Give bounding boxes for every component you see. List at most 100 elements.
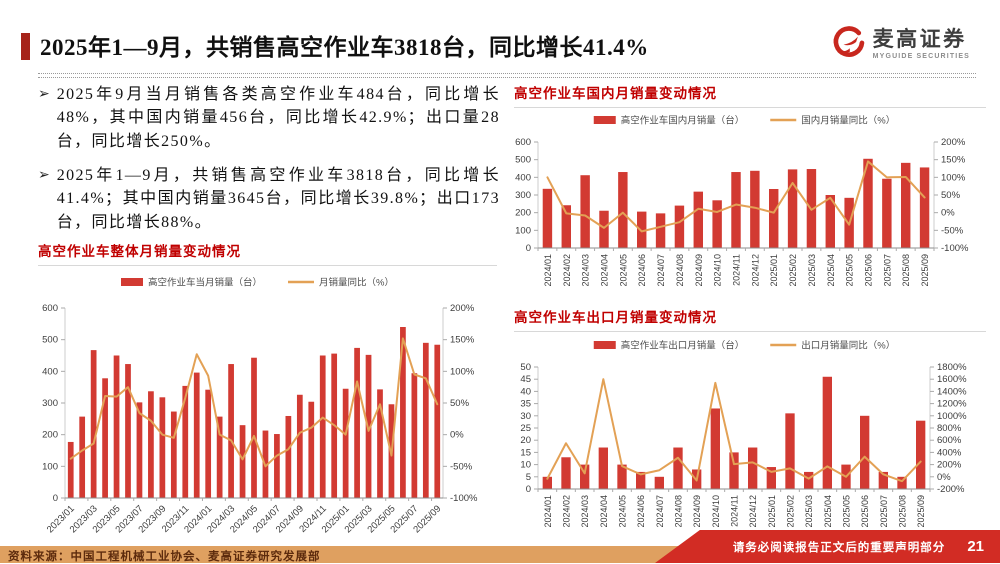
- svg-text:1400%: 1400%: [937, 386, 967, 397]
- svg-text:0%: 0%: [450, 430, 464, 441]
- svg-text:2025/05: 2025/05: [845, 254, 855, 287]
- bullet-item: ➢ 2025年9月当月销售各类高空作业车484台，同比增长48%，其中国内销量4…: [38, 83, 500, 153]
- source-note: 资料来源：中国工程机械工业协会、麦高证券研究发展部: [8, 551, 321, 563]
- title-accent-bar: [21, 33, 30, 60]
- svg-text:1000%: 1000%: [937, 411, 967, 422]
- disclaimer-text: 请务必阅读报告正文后的重要声明部分: [732, 541, 946, 554]
- svg-text:45: 45: [520, 374, 531, 385]
- svg-text:35: 35: [520, 399, 531, 410]
- svg-text:2025/07: 2025/07: [882, 254, 892, 287]
- svg-text:2025/03: 2025/03: [804, 495, 814, 528]
- svg-text:50%: 50%: [941, 190, 961, 201]
- svg-text:2024/05: 2024/05: [618, 495, 628, 528]
- svg-text:10: 10: [520, 460, 531, 471]
- svg-text:2024/11: 2024/11: [732, 254, 742, 286]
- svg-text:200: 200: [515, 208, 531, 219]
- svg-text:200%: 200%: [941, 137, 966, 148]
- svg-text:-100%: -100%: [941, 243, 969, 254]
- svg-text:500: 500: [515, 155, 531, 166]
- svg-text:月销量同比（%）: 月销量同比（%）: [319, 277, 394, 289]
- svg-text:200: 200: [42, 430, 58, 441]
- svg-text:150%: 150%: [450, 335, 475, 346]
- svg-text:-200%: -200%: [937, 484, 965, 495]
- svg-text:0: 0: [53, 493, 58, 504]
- svg-text:50%: 50%: [450, 398, 470, 409]
- svg-text:2025/04: 2025/04: [826, 254, 836, 287]
- svg-text:2024/02: 2024/02: [562, 254, 572, 287]
- svg-text:2024/01: 2024/01: [543, 254, 553, 287]
- svg-text:200%: 200%: [450, 303, 475, 314]
- export-monthly-sales-chart: 0 5 10 15 20 25 30 35 40 45 50 -200% 0% 200% 400% 600% 8…: [506, 333, 984, 550]
- svg-text:150%: 150%: [941, 155, 966, 166]
- section-overall: 高空作业车整体月销量变动情况: [38, 240, 497, 266]
- svg-text:2024/11: 2024/11: [730, 495, 740, 527]
- svg-text:600: 600: [42, 303, 58, 314]
- svg-text:50: 50: [520, 362, 531, 373]
- svg-text:2024/09: 2024/09: [694, 254, 704, 287]
- bullet-arrow-icon: ➢: [38, 168, 50, 184]
- overall-monthly-sales-chart: 0 100 200 300 400 500 600 -100% -50% 0% 50% 100% 150…: [27, 268, 489, 549]
- domestic-chart-canvas: 0 100 200 300 400 500 600 -100% -50% 0% 50% 100% 150…: [515, 115, 969, 287]
- svg-text:2024/10: 2024/10: [711, 495, 721, 528]
- svg-text:2025/06: 2025/06: [860, 495, 870, 528]
- svg-text:2024/03: 2024/03: [581, 254, 591, 287]
- section-domestic: 高空作业车国内月销量变动情况: [514, 82, 986, 108]
- svg-text:2024/12: 2024/12: [750, 254, 760, 287]
- svg-text:2025/04: 2025/04: [823, 495, 833, 528]
- svg-text:2025/02: 2025/02: [786, 495, 796, 528]
- bullet-text: 2025年1—9月，共销售高空作业车3818台，同比增长41.4%；其中国内销量…: [56, 167, 500, 231]
- svg-text:2025/01: 2025/01: [767, 495, 777, 528]
- bullet-text: 2025年9月当月销售各类高空作业车484台，同比增长48%，其中国内销量456…: [56, 86, 500, 150]
- svg-text:100: 100: [42, 461, 58, 472]
- page-title: 2025年1—9月，共销售高空作业车3818台，同比增长41.4%: [40, 35, 649, 60]
- svg-text:2024/10: 2024/10: [713, 254, 723, 287]
- svg-text:2024/04: 2024/04: [599, 495, 609, 528]
- svg-text:20: 20: [520, 435, 531, 446]
- svg-text:1800%: 1800%: [937, 362, 967, 373]
- page-number: 21: [967, 538, 984, 555]
- svg-text:2025/01: 2025/01: [769, 254, 779, 287]
- svg-text:2024/06: 2024/06: [637, 254, 647, 287]
- svg-text:2024/07: 2024/07: [656, 254, 666, 287]
- svg-text:2025/09: 2025/09: [920, 254, 930, 287]
- summary-bullets: ➢ 2025年9月当月销售各类高空作业车484台，同比增长48%，其中国内销量4…: [38, 83, 500, 245]
- svg-text:2024/06: 2024/06: [636, 495, 646, 528]
- brand-logo: 麦高证券 MYGUIDE SECURITIES: [830, 24, 970, 65]
- myguide-logo-icon: [830, 24, 866, 65]
- svg-text:2024/08: 2024/08: [675, 254, 685, 287]
- svg-text:2025/08: 2025/08: [901, 254, 911, 287]
- svg-text:2025/07: 2025/07: [879, 495, 889, 528]
- svg-text:2025/02: 2025/02: [788, 254, 798, 287]
- svg-text:2024/08: 2024/08: [674, 495, 684, 528]
- svg-text:30: 30: [520, 411, 531, 422]
- svg-text:2025/03: 2025/03: [807, 254, 817, 287]
- svg-text:300: 300: [515, 190, 531, 201]
- svg-text:高空作业车出口月销量（台）: 高空作业车出口月销量（台）: [621, 340, 745, 352]
- svg-text:200%: 200%: [937, 460, 962, 471]
- bullet-arrow-icon: ➢: [38, 87, 50, 102]
- svg-text:出口月销量同比（%）: 出口月销量同比（%）: [801, 340, 895, 352]
- svg-text:2024/01: 2024/01: [543, 495, 553, 528]
- svg-text:-100%: -100%: [450, 493, 478, 504]
- svg-text:高空作业车国内月销量（台）: 高空作业车国内月销量（台）: [621, 115, 745, 127]
- overall-chart-canvas: 0 100 200 300 400 500 600 -100% -50% 0% 50% 100% 150…: [42, 277, 478, 536]
- svg-text:400%: 400%: [937, 447, 962, 458]
- svg-text:500: 500: [42, 335, 58, 346]
- svg-text:0%: 0%: [941, 208, 955, 219]
- section-title-domestic: 高空作业车国内月销量变动情况: [514, 82, 986, 108]
- svg-text:2024/05: 2024/05: [618, 254, 628, 287]
- svg-text:800%: 800%: [937, 423, 962, 434]
- section-title-overall: 高空作业车整体月销量变动情况: [38, 240, 497, 266]
- svg-text:2025/08: 2025/08: [898, 495, 908, 528]
- svg-text:400: 400: [515, 172, 531, 183]
- svg-text:100%: 100%: [450, 366, 475, 377]
- svg-text:0: 0: [526, 243, 531, 254]
- footer-red-band: 请务必阅读报告正文后的重要声明部分 21: [655, 530, 1000, 563]
- svg-text:0%: 0%: [937, 472, 951, 483]
- svg-text:高空作业车当月销量（台）: 高空作业车当月销量（台）: [148, 277, 262, 289]
- section-title-export: 高空作业车出口月销量变动情况: [514, 306, 986, 332]
- svg-text:300: 300: [42, 398, 58, 409]
- svg-text:400: 400: [42, 366, 58, 377]
- svg-text:2024/02: 2024/02: [562, 495, 572, 528]
